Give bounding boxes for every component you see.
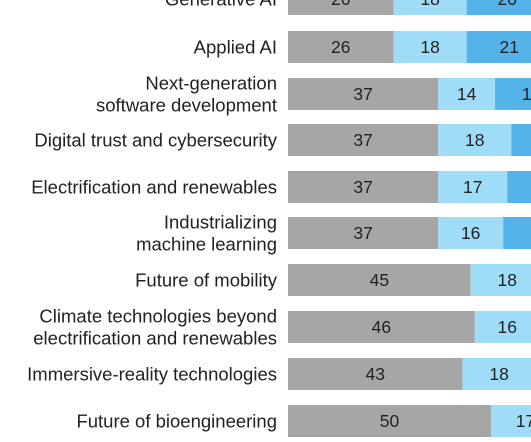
bar-row: Electrification and renewables37171920	[31, 171, 531, 203]
data-label: 43	[366, 364, 385, 384]
data-label: 37	[353, 177, 372, 197]
data-label: 14	[457, 84, 477, 104]
data-label: 45	[370, 270, 389, 290]
category-label: Applied AI	[194, 37, 277, 58]
bar-segment	[288, 264, 471, 296]
bar-segment	[507, 171, 531, 203]
bar-segment	[288, 78, 439, 110]
bar-segment	[466, 0, 531, 15]
data-label: 16	[461, 223, 480, 243]
data-label: 20	[498, 0, 518, 9]
bar-segment	[438, 171, 508, 203]
bar-segment	[288, 311, 475, 343]
bar-segment	[288, 171, 439, 203]
bar-segment	[288, 405, 491, 437]
category-label: Digital trust and cybersecurity	[34, 130, 277, 151]
bar-segment	[511, 124, 531, 156]
data-label: 18	[489, 364, 508, 384]
category-label: Next-generation	[145, 73, 277, 94]
data-label: 17	[463, 177, 482, 197]
data-label: 37	[353, 130, 372, 150]
category-label: software development	[96, 95, 277, 116]
data-label: 16	[498, 317, 517, 337]
data-label: 18	[420, 37, 439, 57]
bar-row: Climate technologies beyondelectrificati…	[33, 306, 531, 349]
bar-row: Future of bioengineering50171515	[76, 405, 531, 437]
bar-row: Immersive-reality technologies43182015	[27, 358, 531, 390]
bar-segment	[438, 217, 504, 249]
data-label: 26	[331, 37, 350, 57]
bar-row: Digital trust and cybersecurity371815201…	[34, 124, 531, 156]
data-label: 46	[372, 317, 391, 337]
data-label: 18	[498, 270, 517, 290]
bar-segment	[495, 78, 531, 110]
bar-segment	[503, 217, 531, 249]
bar-segment	[393, 31, 467, 63]
data-label: 37	[353, 223, 372, 243]
category-label: machine learning	[136, 234, 277, 255]
category-label: Climate technologies beyond	[39, 306, 277, 327]
bar-segment	[491, 405, 531, 437]
bar-row: Generative AI2618202610	[165, 0, 531, 15]
category-label: electrification and renewables	[33, 328, 277, 349]
category-label: Electrification and renewables	[31, 177, 277, 198]
data-label: 18	[522, 84, 531, 104]
bar-segment	[288, 358, 463, 390]
data-label: 21	[500, 37, 519, 57]
bar-segment	[466, 31, 531, 63]
category-label: Future of mobility	[135, 270, 278, 291]
bar-segment	[438, 124, 512, 156]
bar-segment	[288, 217, 439, 249]
category-label: Immersive-reality technologies	[27, 364, 277, 385]
bar-segment	[288, 0, 394, 15]
bar-segment	[470, 264, 531, 296]
data-label: 50	[380, 411, 400, 431]
bar-segment	[474, 311, 531, 343]
data-label: 18	[420, 0, 439, 9]
bar-segment	[288, 124, 439, 156]
bar-row: Future of mobility45181616	[135, 264, 531, 296]
data-label: 17	[516, 411, 531, 431]
bar-segment	[438, 78, 496, 110]
data-label: 37	[353, 84, 372, 104]
category-label: Industrializing	[164, 212, 277, 233]
bar-segment	[462, 358, 531, 390]
bar-segment	[288, 31, 394, 63]
bar-row: Applied AI2618212411	[194, 31, 531, 63]
category-label: Generative AI	[165, 0, 277, 10]
data-label: 26	[331, 0, 350, 9]
category-label: Future of bioengineering	[76, 411, 277, 432]
data-label: 18	[465, 130, 484, 150]
bar-segment	[393, 0, 467, 15]
